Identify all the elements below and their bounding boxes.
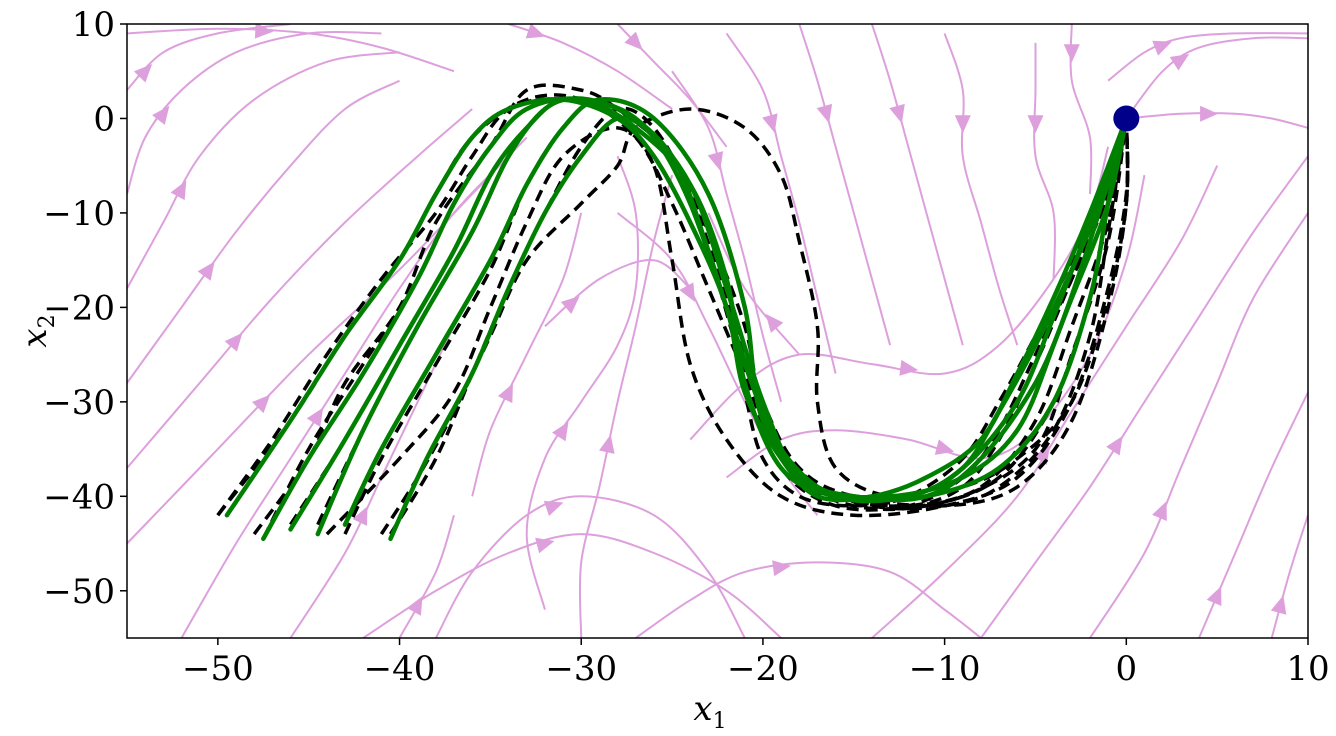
streamline-arrow (254, 24, 274, 39)
streamline (671, 70, 783, 403)
streamline (1089, 212, 1308, 638)
streamline (943, 33, 1019, 346)
streamline (871, 165, 1219, 638)
streamline-arrow (1169, 53, 1190, 71)
streamline-arrow (772, 560, 792, 577)
streamline (180, 155, 510, 638)
reproductions-layer (224, 96, 1129, 542)
plot-background (127, 24, 1308, 638)
streamline (1033, 42, 1056, 280)
streamline-arrow (306, 407, 324, 428)
streamline-arrow (889, 103, 905, 124)
streamline-arrow (352, 506, 368, 526)
demonstration-trajectory (289, 96, 1129, 526)
y-axis: 10 0 −10 −20 −30 −40 −50 (43, 5, 127, 612)
streamline-arrow (1152, 40, 1172, 56)
streamline-arrow (954, 115, 971, 134)
streamline (362, 533, 782, 638)
x-tick-label: −50 (182, 649, 254, 689)
streamline-arrow (497, 383, 513, 404)
x-tick-label: −20 (727, 649, 799, 689)
y-tick-label: 0 (93, 99, 115, 139)
streamline-arrow (1270, 595, 1287, 615)
target-point (1113, 105, 1140, 132)
streamline-arrow (934, 439, 955, 455)
streamline-arrow (552, 421, 569, 442)
streamline (707, 212, 801, 356)
reproduction-trajectory (315, 96, 1129, 537)
streamline-arrow (599, 434, 615, 454)
x-tick-label: −10 (909, 649, 981, 689)
streamline-arrow (707, 151, 724, 171)
y-tick-label: −50 (43, 572, 115, 612)
streamline-arrow (543, 500, 564, 516)
y-tick-label: 10 (72, 5, 115, 45)
x-tick-label: 0 (1115, 649, 1137, 689)
y-axis-label-main: x (15, 328, 55, 347)
streamline (127, 27, 455, 73)
streamline (127, 108, 473, 469)
streamline-arrow (406, 596, 423, 616)
streamline-arrow (765, 313, 784, 333)
streamline (980, 155, 1308, 638)
streamline-arrow (1206, 586, 1222, 606)
streamline (471, 212, 583, 497)
x-axis: −50 −40 −30 −20 −10 0 10 (182, 638, 1330, 689)
streamline-arrow (197, 261, 215, 281)
plot-area (127, 24, 1308, 638)
target-layer (1113, 105, 1140, 132)
demonstration-trajectory (343, 97, 1129, 535)
streamline-arrow (762, 113, 778, 133)
streamline-arrow (152, 105, 170, 125)
streamline (1270, 514, 1308, 638)
streamline-arrow (224, 332, 243, 352)
reproduction-trajectory (224, 97, 1129, 518)
streamline-arrow (525, 24, 546, 39)
streamline (725, 32, 837, 374)
streamline (1125, 36, 1308, 120)
streamline-arrow (816, 103, 833, 124)
streamline-arrow (560, 296, 580, 314)
streamline-arrow (170, 180, 187, 201)
streamline (1126, 112, 1308, 129)
x-tick-label: −30 (545, 649, 617, 689)
y-axis-label: x2 (15, 314, 60, 347)
streamline-arrow (251, 394, 271, 414)
streamline-arrow (1200, 105, 1219, 122)
streamline-arrow (679, 282, 696, 302)
streamline (127, 51, 400, 289)
streamline-arrow (1106, 435, 1123, 456)
reproduction-trajectory (342, 97, 1129, 527)
streamline-arrow (1027, 115, 1044, 134)
y-tick-label: −30 (43, 383, 115, 423)
reproduction-trajectory (261, 96, 1129, 542)
streamline-arrow (133, 63, 153, 83)
y-tick-label: −10 (43, 194, 115, 234)
y-axis-label-sub: 2 (35, 314, 60, 328)
streamline (635, 561, 982, 638)
streamline-arrow (1152, 501, 1167, 521)
streamline-arrow (899, 359, 919, 376)
demonstration-trajectory (216, 97, 1128, 517)
streamline (525, 155, 639, 610)
streamline (1107, 32, 1308, 82)
streamline (435, 495, 746, 638)
x-axis-label-main: x (693, 689, 712, 729)
streamline (870, 24, 964, 346)
streamline (127, 79, 400, 384)
streamline (798, 24, 892, 346)
streamline (398, 514, 455, 638)
plot-frame (126, 23, 1309, 639)
x-tick-label: 10 (1286, 649, 1329, 689)
x-axis-label-sub: 1 (713, 709, 727, 734)
streamline (127, 31, 382, 195)
x-axis-label: x1 (693, 689, 726, 734)
streamline-arrow (624, 31, 643, 51)
streamline-arrow (535, 537, 555, 554)
y-tick-label: −40 (43, 477, 115, 517)
streamline-arrow (1063, 44, 1080, 63)
y-tick-label: −20 (43, 288, 115, 328)
x-tick-label: −40 (364, 649, 436, 689)
